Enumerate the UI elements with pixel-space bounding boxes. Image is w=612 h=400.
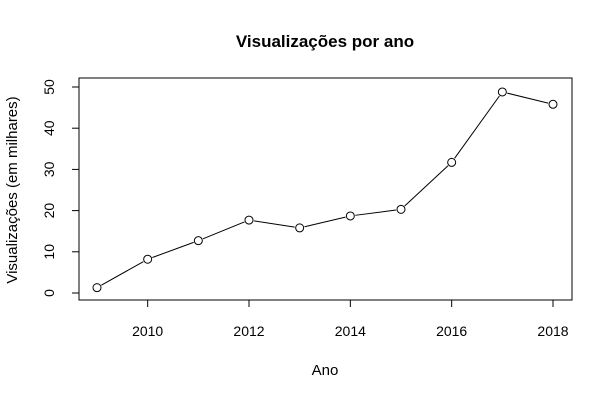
y-tick-label: 40	[41, 120, 57, 136]
series-group	[92, 87, 558, 293]
x-tick-label: 2012	[233, 323, 264, 339]
y-tick-label: 0	[41, 289, 57, 297]
series-line-segment	[253, 220, 295, 228]
y-tick-label: 30	[41, 161, 57, 177]
y-tick-label: 50	[41, 79, 57, 95]
data-point	[193, 236, 203, 246]
y-tick-label: 20	[41, 203, 57, 219]
data-point	[497, 87, 507, 97]
plot-area-frame	[78, 77, 573, 301]
series-line-segment	[152, 241, 194, 258]
series-line-segment	[454, 95, 500, 159]
y-axis: 0 10 20 30 40 50	[41, 79, 80, 297]
data-point	[295, 223, 305, 233]
x-tick-label: 2018	[537, 323, 568, 339]
chart-title: Visualizações por ano	[236, 32, 414, 51]
data-point	[244, 215, 254, 225]
series-line-segment	[355, 209, 397, 216]
x-axis-label: Ano	[312, 362, 339, 379]
x-tick-label: 2010	[132, 323, 163, 339]
series-line-segment	[202, 221, 245, 240]
data-point	[345, 211, 355, 221]
data-point	[548, 99, 558, 109]
series-line-segment	[304, 216, 346, 228]
x-tick-label: 2014	[335, 323, 366, 339]
y-tick-label: 10	[41, 244, 57, 260]
data-point	[396, 204, 406, 214]
y-axis-label: Visualizações (em milhares)	[4, 96, 21, 283]
x-axis: 2010 2012 2014 2016 2018	[132, 299, 569, 339]
data-point	[447, 157, 457, 167]
series-line-segment	[101, 261, 144, 286]
data-point	[92, 283, 102, 293]
x-tick-label: 2016	[436, 323, 467, 339]
series-line-segment	[404, 165, 449, 207]
data-point	[143, 254, 153, 264]
series-line-segment	[507, 92, 549, 104]
